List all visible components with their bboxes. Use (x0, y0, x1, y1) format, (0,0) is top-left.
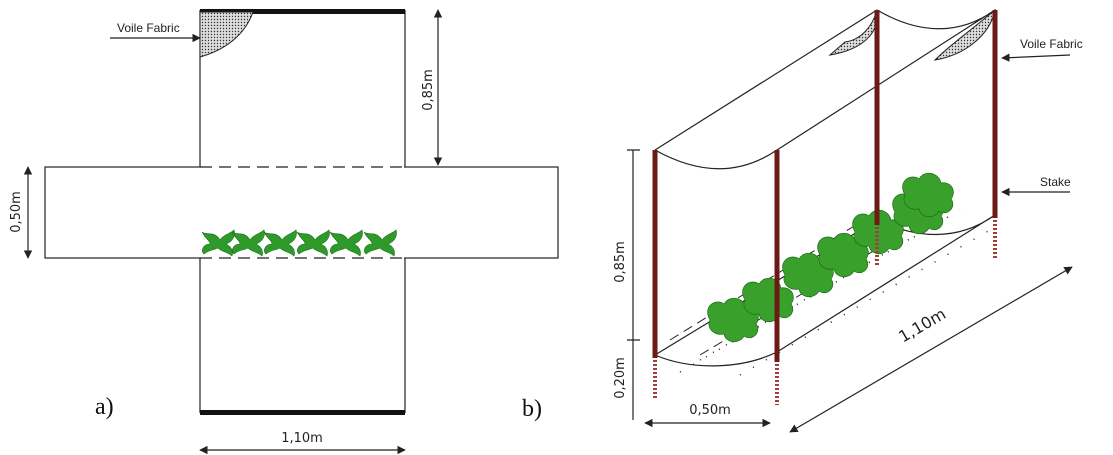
dim-label: 1,10m (895, 304, 949, 346)
fabric-label: Voile Fabric (1020, 37, 1083, 51)
dim-label: 0,20m (613, 357, 628, 399)
cover-outline (199, 10, 406, 413)
panel-a: Voile Fabric 0,85m 0,50m 1,10m a) (9, 9, 559, 455)
panel-label: b) (522, 396, 542, 422)
panel-label: a) (95, 394, 114, 420)
bottom-bar (200, 410, 405, 415)
dim-line (627, 149, 640, 420)
panel-b: Voile Fabric Stake 0,85m 0,20m 0,50m 1,1… (522, 8, 1083, 433)
ground-frame (654, 214, 996, 367)
dim-label: 0,50m (689, 403, 731, 418)
dim-label: 0,85m (613, 241, 628, 283)
stakes (652, 10, 998, 405)
plants (201, 229, 397, 257)
dashed-edge (200, 166, 405, 259)
stake-label: Stake (1040, 175, 1071, 189)
fabric-label: Voile Fabric (117, 21, 180, 35)
fabric-arrow (1001, 53, 1071, 62)
dim-label: 0,50m (9, 191, 24, 233)
dim-line (789, 266, 1073, 433)
fabric (828, 8, 996, 61)
dim-label: 0,85m (421, 69, 436, 111)
cover-frame (654, 9, 996, 170)
dim-label: 1,10m (281, 431, 323, 446)
fabric (199, 11, 254, 58)
top-bar (200, 9, 405, 14)
